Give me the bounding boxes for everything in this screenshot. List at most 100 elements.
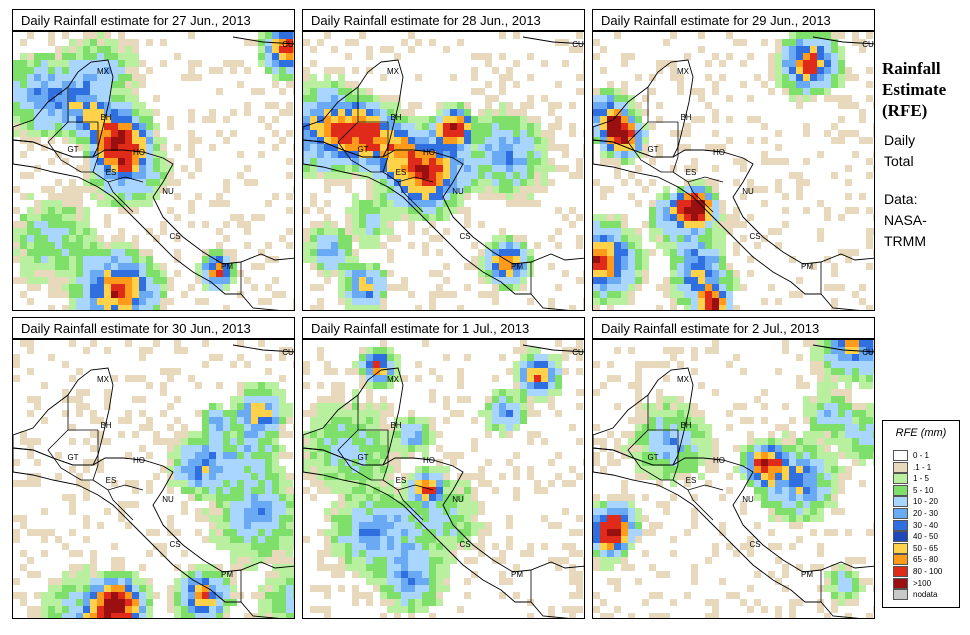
rain-cell [457, 109, 464, 116]
rain-cell [415, 116, 422, 123]
rain-cell [394, 417, 401, 424]
rain-cell [600, 298, 607, 305]
rain-cell [450, 557, 457, 564]
rain-cell [324, 109, 331, 116]
rain-cell [492, 277, 499, 284]
rain-cell [628, 417, 635, 424]
rain-cell [125, 375, 132, 382]
rain-cell [394, 186, 401, 193]
rain-cell [429, 466, 436, 473]
rain-cell [527, 613, 534, 618]
rain-cell [607, 298, 614, 305]
rain-cell [831, 501, 838, 508]
rain-cell [506, 389, 513, 396]
rain-cell [401, 207, 408, 214]
rain-cell [111, 599, 118, 606]
rain-cell [569, 123, 576, 130]
rain-cell [153, 529, 160, 536]
rain-cell [499, 571, 506, 578]
rain-cell [775, 494, 782, 501]
rain-cell [174, 256, 181, 263]
rain-cell [670, 214, 677, 221]
rain-cell [429, 543, 436, 550]
rain-cell [593, 242, 600, 249]
rain-cell [429, 39, 436, 46]
rain-cell [293, 599, 294, 606]
rain-cell [443, 228, 450, 235]
rain-cell [118, 298, 125, 305]
rain-cell [712, 543, 719, 550]
rain-cell [656, 116, 663, 123]
country-label: PM [511, 262, 523, 271]
rain-cell [118, 88, 125, 95]
rain-cell [125, 200, 132, 207]
rain-cell [223, 249, 230, 256]
rain-cell [492, 130, 499, 137]
rain-cell [499, 417, 506, 424]
rain-cell [492, 249, 499, 256]
rain-cell [310, 60, 317, 67]
rain-cell [338, 95, 345, 102]
rain-cell [555, 389, 562, 396]
rain-cell [317, 88, 324, 95]
rain-cell [600, 193, 607, 200]
rain-cell [387, 522, 394, 529]
rain-cell [684, 291, 691, 298]
rain-cell [436, 571, 443, 578]
rain-cell [859, 578, 866, 585]
rain-cell [387, 403, 394, 410]
rain-cell [153, 270, 160, 277]
rain-cell [324, 151, 331, 158]
rain-cell [684, 305, 691, 310]
rain-cell [293, 487, 294, 494]
rain-cell [216, 67, 223, 74]
rain-cell [352, 599, 359, 606]
rain-cell [670, 284, 677, 291]
rain-cell [146, 417, 153, 424]
rain-cell [408, 200, 415, 207]
rain-cell [499, 550, 506, 557]
rain-cell [492, 242, 499, 249]
rain-cell [317, 39, 324, 46]
rain-cell [387, 571, 394, 578]
rain-cell [401, 522, 408, 529]
rain-cell [366, 550, 373, 557]
rain-cell [663, 417, 670, 424]
rain-cell [181, 445, 188, 452]
rain-cell [387, 123, 394, 130]
rain-cell [803, 445, 810, 452]
rain-cell [464, 137, 471, 144]
rain-cell [265, 431, 272, 438]
rain-cell [132, 67, 139, 74]
rain-cell [614, 536, 621, 543]
rain-cell [293, 32, 294, 39]
rain-cell [684, 193, 691, 200]
rain-cell [635, 445, 642, 452]
rain-cell [97, 256, 104, 263]
rain-cell [293, 606, 294, 613]
rain-cell [831, 564, 838, 571]
rain-cell [866, 354, 873, 361]
rain-cell [111, 263, 118, 270]
rain-cell [726, 473, 733, 480]
rain-cell [331, 487, 338, 494]
rain-cell [195, 578, 202, 585]
rain-cell [422, 452, 429, 459]
rain-cell [513, 284, 520, 291]
rain-cell [394, 585, 401, 592]
rain-cell [359, 515, 366, 522]
rain-cell [443, 522, 450, 529]
rain-cell [859, 340, 866, 347]
rain-cell [104, 32, 111, 39]
rain-cell [62, 543, 69, 550]
rain-cell [670, 305, 677, 310]
rain-cell [621, 522, 628, 529]
rain-cell [359, 459, 366, 466]
rain-cell [768, 438, 775, 445]
rain-cell [796, 382, 803, 389]
rain-cell [450, 550, 457, 557]
rain-cell [125, 158, 132, 165]
rain-cell [209, 480, 216, 487]
rain-cell [415, 158, 422, 165]
rain-cell [838, 508, 845, 515]
